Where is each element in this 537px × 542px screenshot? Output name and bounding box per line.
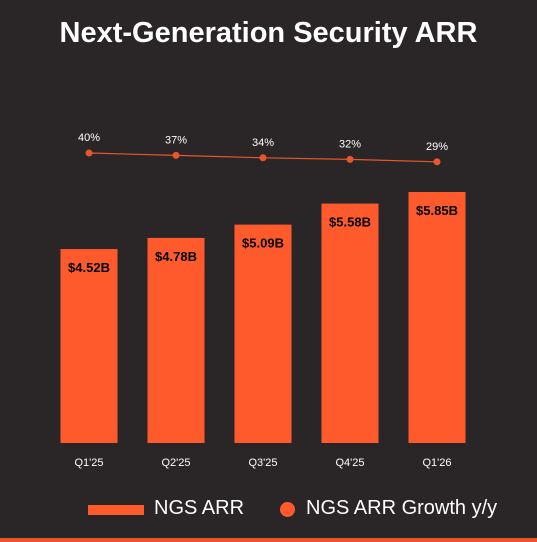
bar-value-label-1: $4.78B [155, 249, 197, 264]
growth-label-4: 29% [426, 141, 448, 153]
bar-1 [147, 237, 205, 443]
growth-point-1 [172, 151, 180, 159]
legend-bar-swatch [88, 505, 144, 515]
chart-title: Next-Generation Security ARR [59, 17, 478, 49]
growth-label-3: 32% [339, 138, 361, 150]
bar-value-label-3: $5.58B [329, 215, 371, 230]
growth-label-1: 37% [165, 134, 187, 146]
bar-value-label-4: $5.85B [416, 203, 458, 218]
bottom-accent-bar [0, 538, 537, 542]
category-label-3: Q4'25 [335, 457, 364, 469]
bar-2 [234, 224, 292, 443]
category-label-0: Q1'25 [74, 457, 103, 469]
legend-line-swatch [280, 502, 295, 517]
growth-point-2 [259, 154, 267, 162]
legend-line-label: NGS ARR Growth y/y [306, 497, 498, 519]
legend: NGS ARR NGS ARR Growth y/y [0, 496, 537, 522]
bar-3 [321, 203, 379, 443]
category-label-2: Q3'25 [248, 457, 277, 469]
bar-0 [60, 249, 118, 443]
growth-label-2: 34% [252, 137, 274, 149]
growth-label-0: 40% [78, 132, 100, 144]
category-label-4: Q1'26 [422, 457, 451, 469]
bar-4 [408, 192, 466, 443]
legend-bar-label: NGS ARR [154, 497, 245, 519]
category-label-1: Q2'25 [161, 457, 190, 469]
bar-value-label-2: $5.09B [242, 236, 284, 251]
growth-point-4 [433, 158, 441, 166]
bar-value-label-0: $4.52B [68, 260, 110, 275]
growth-point-3 [346, 155, 354, 163]
growth-point-0 [85, 149, 93, 157]
